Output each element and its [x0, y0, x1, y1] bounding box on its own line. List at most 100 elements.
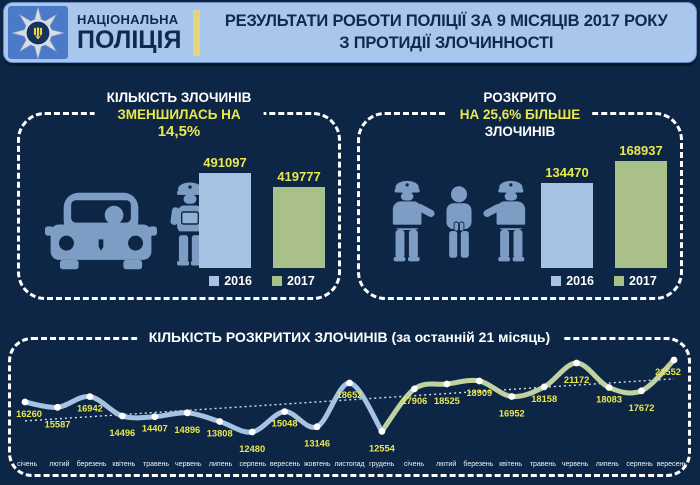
data-label: 13808	[207, 429, 233, 439]
page-title-line1: РЕЗУЛЬТАТИ РОБОТИ ПОЛІЦІЇ ЗА 9 МІСЯЦІВ 2…	[224, 12, 668, 31]
solved-icons	[383, 174, 535, 270]
header-divider	[193, 9, 201, 56]
data-label: 17672	[629, 403, 655, 413]
crimes-panel: КІЛЬКІСТЬ ЗЛОЧИНІВ ЗМЕНШИЛАСЬ НА 14,5%	[17, 89, 341, 300]
month-label: липень	[595, 461, 619, 468]
data-label: 18525	[434, 396, 460, 406]
solved-legend-2016: 2016	[551, 274, 594, 288]
data-label: 15587	[45, 419, 71, 429]
solved-legend-2017: 2017	[614, 274, 657, 288]
solved-title-line1: РОЗКРИТО	[483, 90, 557, 105]
arrest-icon	[392, 180, 526, 262]
page-title: РЕЗУЛЬТАТИ РОБОТИ ПОЛІЦІЇ ЗА 9 МІСЯЦІВ 2…	[208, 11, 696, 54]
org-name-line1: НАЦІОНАЛЬНА	[77, 11, 179, 27]
solved-bar-2016	[541, 183, 593, 268]
data-point	[346, 379, 353, 387]
month-label: грудень	[369, 461, 395, 468]
data-point	[508, 393, 516, 400]
legend-swatch-2017	[272, 276, 282, 286]
data-point	[183, 409, 191, 417]
crimes-bar-chart: 491097 419777 2016 2017	[199, 155, 325, 288]
data-label: 14407	[142, 424, 168, 434]
header: НАЦІОНАЛЬНА ПОЛІЦІЯ РЕЗУЛЬТАТИ РОБОТИ ПО…	[3, 2, 697, 63]
data-point	[378, 428, 386, 435]
month-label: березень	[76, 461, 107, 468]
data-point	[86, 393, 94, 400]
solved-bar-col-2016: 134470	[541, 165, 593, 268]
data-point	[638, 387, 645, 395]
solved-bar-value-2016: 134470	[545, 165, 589, 180]
month-label: березень	[463, 461, 494, 468]
data-label: 13146	[304, 439, 330, 449]
legend-label-2016: 2016	[224, 274, 252, 288]
data-label: 16260	[16, 409, 42, 419]
crimes-title-line1: КІЛЬКІСТЬ ЗЛОЧИНІВ	[106, 90, 252, 105]
data-point	[313, 423, 321, 431]
crimes-bar-2016	[199, 173, 251, 268]
solved-bar-value-2017: 168937	[619, 143, 663, 158]
crimes-bar-col-2017: 419777	[273, 169, 325, 268]
crimes-icons	[45, 178, 214, 270]
trend-line	[24, 378, 675, 422]
police-car-icon	[45, 192, 157, 270]
data-label: 12480	[239, 444, 265, 454]
legend-label-2017: 2017	[629, 274, 657, 288]
data-point	[216, 418, 224, 425]
data-label: 14896	[174, 425, 200, 435]
crimes-legend: 2016 2017	[209, 274, 315, 288]
data-point	[443, 380, 451, 388]
month-label: серпень	[239, 461, 266, 468]
org-name: НАЦІОНАЛЬНА ПОЛІЦІЯ	[77, 13, 181, 53]
month-label: квітень	[112, 461, 136, 468]
data-point	[411, 385, 418, 393]
monthly-panel-title: КІЛЬКІСТЬ РОЗКРИТИХ ЗЛОЧИНІВ (за останні…	[136, 326, 563, 348]
month-label: квітень	[499, 461, 523, 468]
month-label: травень	[529, 461, 556, 468]
month-label: червень	[175, 461, 202, 468]
data-label: 18909	[466, 388, 492, 398]
org-name-line2: ПОЛІЦІЯ	[77, 25, 182, 54]
legend-label-2016: 2016	[566, 274, 594, 288]
data-point	[248, 428, 256, 436]
crimes-legend-2017: 2017	[272, 274, 315, 288]
data-label: 18158	[531, 394, 557, 404]
solved-title-line3: ЗЛОЧИНІВ	[484, 124, 556, 139]
month-label: липень	[208, 461, 233, 468]
crimes-panel-title: КІЛЬКІСТЬ ЗЛОЧИНІВ ЗМЕНШИЛАСЬ НА 14,5%	[94, 89, 264, 140]
data-label: 14496	[109, 428, 135, 438]
month-label: лютий	[49, 461, 70, 468]
solved-panel: РОЗКРИТО НА 25,6% БІЛЬШЕ ЗЛОЧИНІВ	[357, 89, 683, 300]
solved-bars: 134470 168937	[541, 143, 667, 268]
month-label: жовтень	[303, 461, 331, 468]
solved-bar-col-2017: 168937	[615, 143, 667, 268]
monthly-panel: КІЛЬКІСТЬ РОЗКРИТИХ ЗЛОЧИНІВ (за останні…	[8, 326, 691, 477]
crimes-title-line3: 14,5%	[157, 123, 201, 140]
data-point	[54, 403, 61, 411]
logo-box	[8, 6, 68, 59]
data-label: 16942	[77, 404, 103, 414]
data-point	[475, 377, 483, 385]
data-point	[540, 383, 548, 391]
data-label: 18652	[337, 390, 363, 400]
month-axis: січень лютий березень квітень травень червень…	[11, 461, 688, 468]
month-label: лютий	[436, 461, 457, 468]
data-point	[281, 408, 288, 415]
crimes-title-line2: ЗМЕНШИЛАСЬ НА	[117, 107, 241, 122]
police-badge-icon	[12, 6, 64, 59]
month-label: вересень	[656, 461, 687, 468]
solved-legend: 2016 2017	[551, 274, 657, 288]
crimes-bar-2017	[273, 187, 325, 268]
month-label: січень	[403, 461, 424, 468]
month-label: вересень	[269, 461, 301, 468]
data-label: 15048	[272, 419, 298, 429]
month-label: червень	[561, 461, 589, 468]
legend-label-2017: 2017	[287, 274, 315, 288]
legend-swatch-2017	[614, 276, 624, 286]
crimes-bar-col-2016: 491097	[199, 155, 251, 268]
month-label: серпень	[626, 461, 653, 468]
data-point	[118, 412, 126, 420]
crimes-legend-2016: 2016	[209, 274, 252, 288]
month-label: листопад	[334, 461, 365, 468]
